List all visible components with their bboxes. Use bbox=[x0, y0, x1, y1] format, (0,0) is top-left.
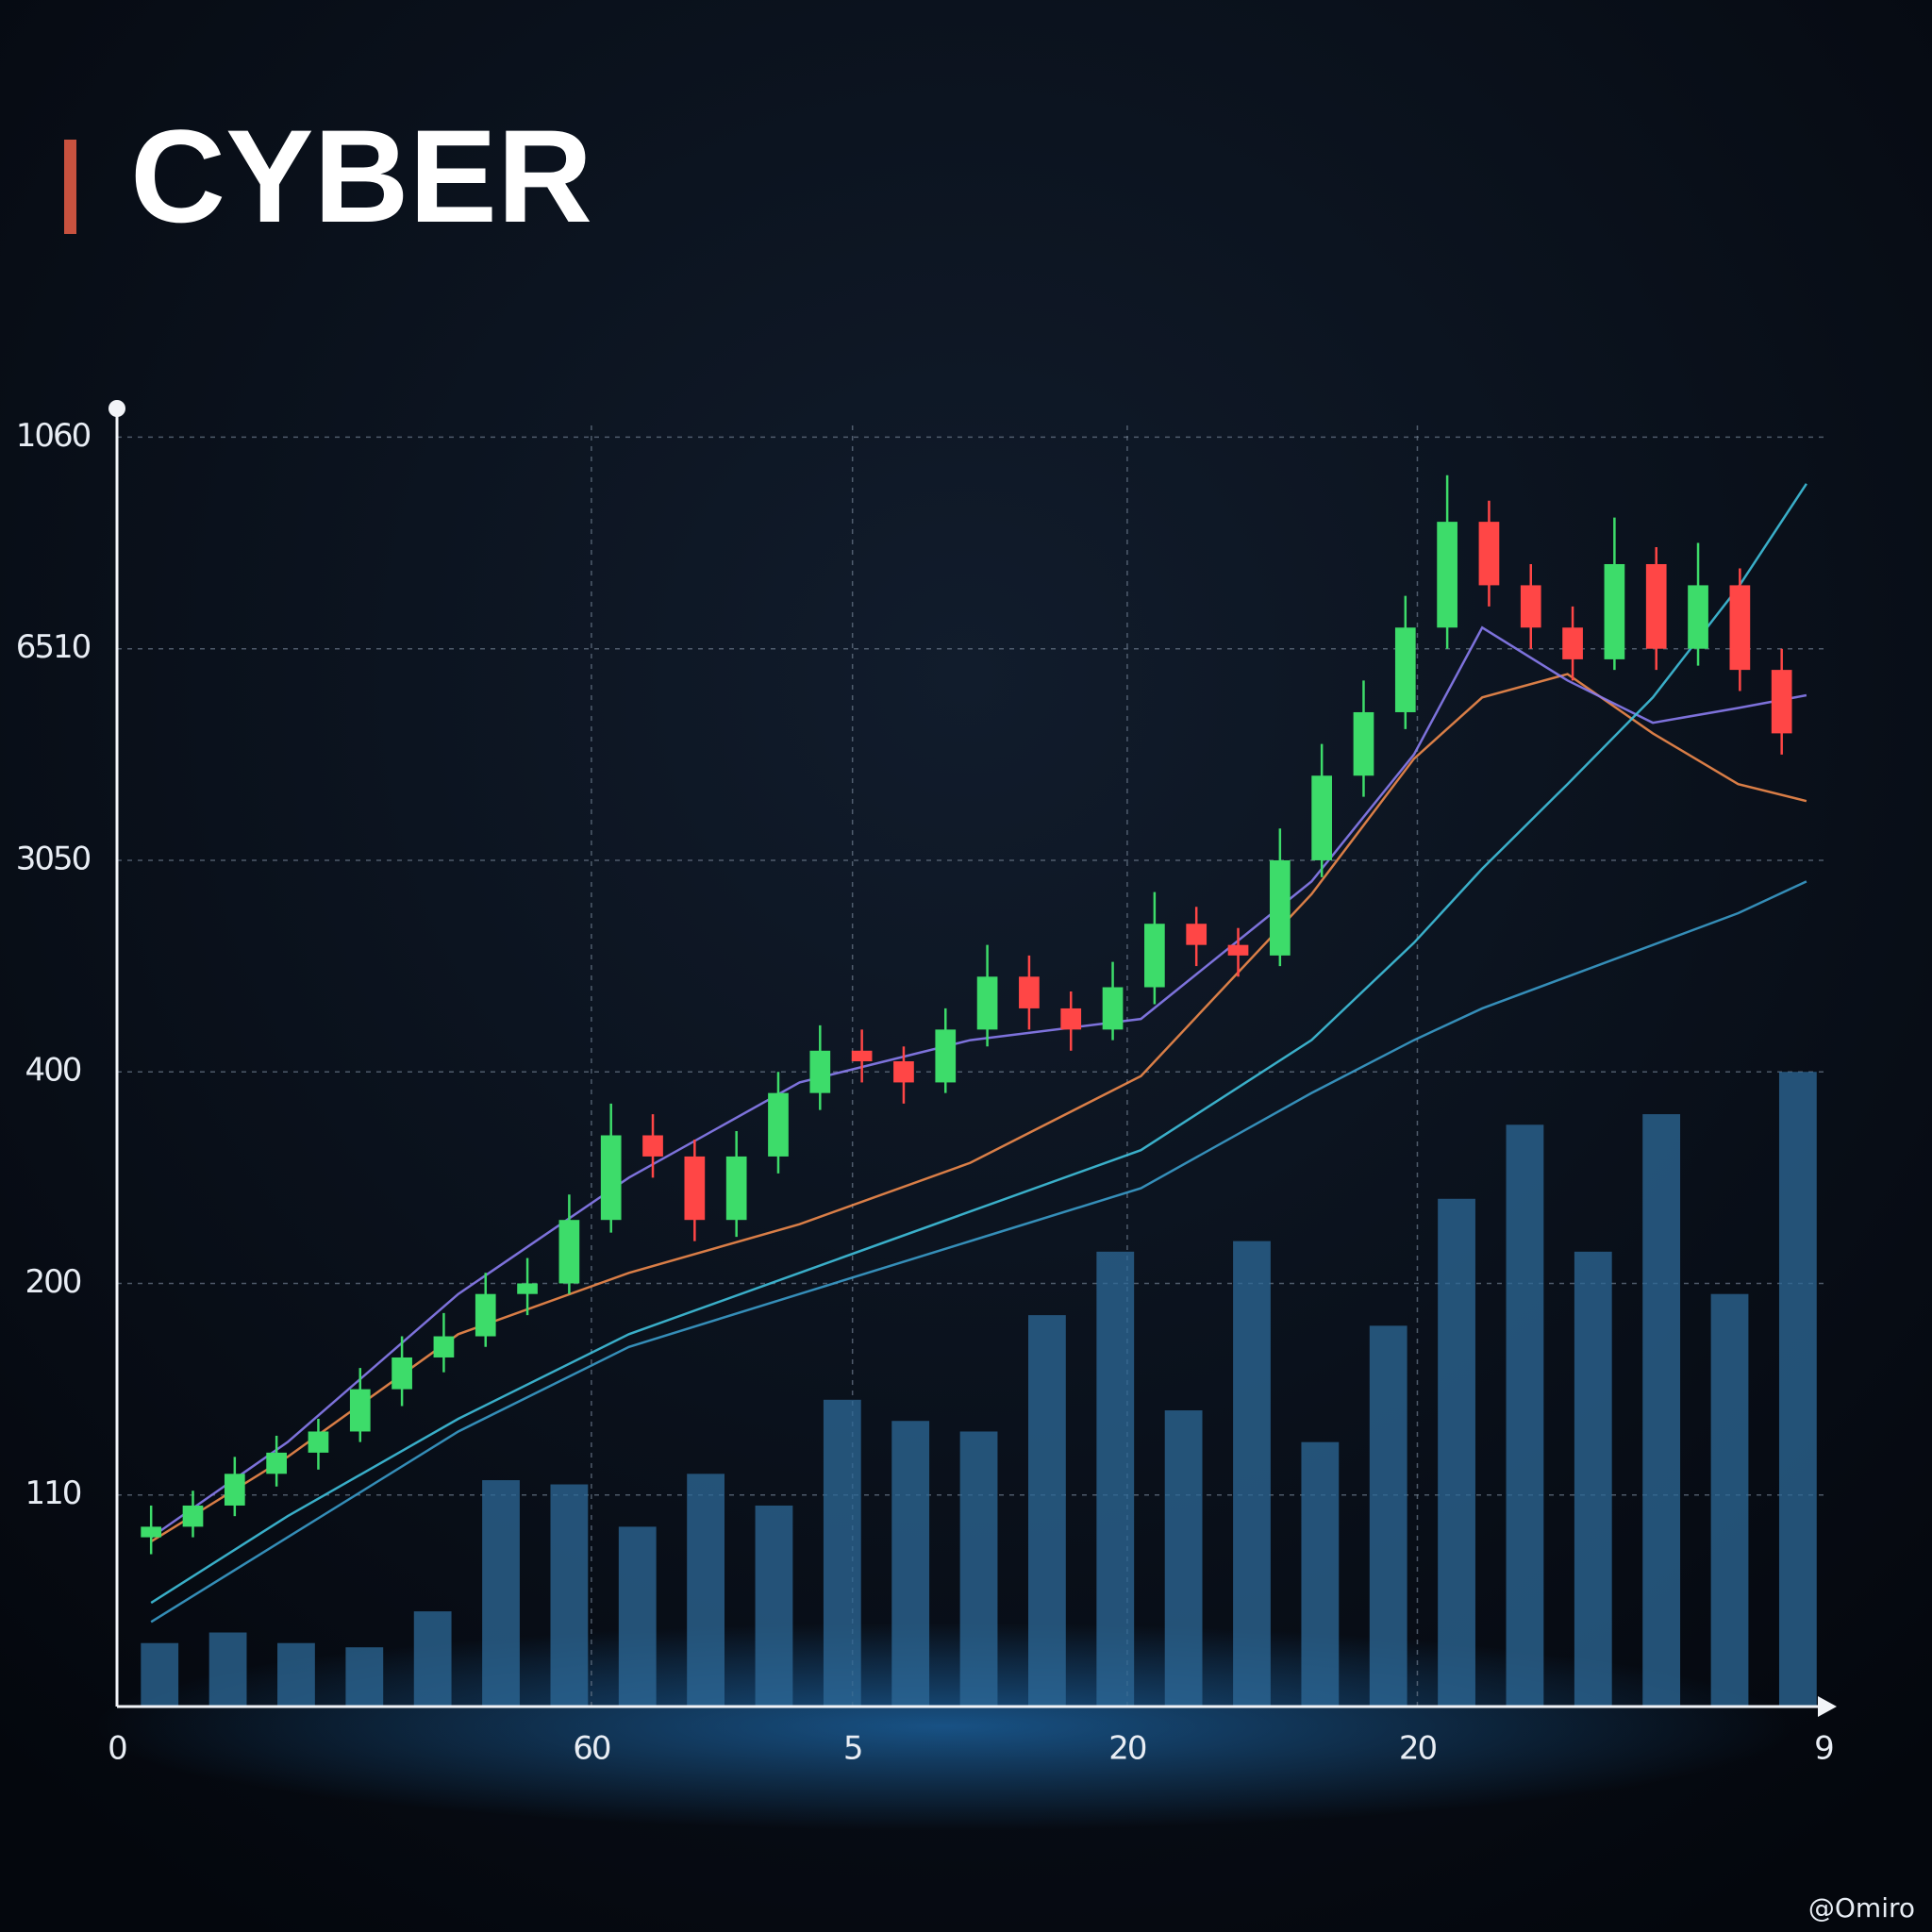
volume-bar bbox=[1301, 1441, 1340, 1707]
candle-body bbox=[1688, 585, 1708, 649]
candle-body bbox=[224, 1474, 245, 1506]
x-tick-label: 20 bbox=[1399, 1730, 1437, 1768]
plot: 110 200 400 3050 6510 1060 0 60 5 20 20 9 bbox=[16, 400, 1837, 1768]
candle-body bbox=[308, 1431, 329, 1453]
candle-body bbox=[1311, 775, 1333, 860]
candle-body bbox=[1437, 522, 1457, 628]
y-tick-label: 110 bbox=[25, 1474, 81, 1512]
candle-body bbox=[600, 1135, 622, 1221]
line bbox=[150, 880, 1807, 1624]
x-tick-label: 60 bbox=[573, 1730, 610, 1768]
volume-bar bbox=[959, 1431, 998, 1707]
volume-bar bbox=[1369, 1325, 1407, 1707]
y-axis-arrow bbox=[108, 400, 125, 417]
candle-body bbox=[1562, 627, 1583, 659]
candle-body bbox=[1060, 1008, 1082, 1030]
volume-bar bbox=[1096, 1251, 1135, 1707]
candle-body bbox=[558, 1220, 580, 1284]
volume-bar bbox=[345, 1647, 384, 1707]
volume-bar bbox=[550, 1484, 589, 1707]
x-axis-arrow bbox=[1818, 1696, 1837, 1717]
volume-bar bbox=[823, 1399, 861, 1707]
title-accent bbox=[64, 140, 76, 234]
candle-body bbox=[1771, 670, 1792, 734]
y-tick-label: 200 bbox=[25, 1263, 81, 1301]
candle-body bbox=[1645, 563, 1667, 649]
volume-bar bbox=[1164, 1410, 1203, 1707]
volume-bar bbox=[687, 1474, 725, 1707]
volume-bar bbox=[891, 1421, 930, 1707]
candle-body bbox=[1394, 627, 1416, 712]
candle-body bbox=[768, 1092, 789, 1157]
candle-body bbox=[141, 1526, 162, 1538]
candle-body bbox=[893, 1061, 914, 1083]
candle-body bbox=[266, 1452, 287, 1474]
watermark: @Omiro bbox=[1808, 1892, 1915, 1924]
y-tick-label: 3050 bbox=[16, 840, 91, 877]
candle-body bbox=[1478, 522, 1500, 586]
x-tick-label: 0 bbox=[108, 1730, 126, 1768]
candle-body bbox=[1186, 924, 1208, 945]
volume-bar bbox=[1233, 1241, 1271, 1707]
candle-body bbox=[725, 1156, 747, 1221]
volume-bar bbox=[141, 1642, 179, 1707]
volume-bar bbox=[618, 1526, 657, 1707]
y-tick-label: 400 bbox=[25, 1052, 81, 1090]
volume-bar bbox=[1028, 1315, 1066, 1707]
candle-body bbox=[391, 1357, 412, 1390]
candle-body bbox=[1269, 859, 1291, 956]
candle-body bbox=[1520, 585, 1541, 628]
candle-body bbox=[935, 1029, 957, 1083]
candle-body bbox=[433, 1336, 455, 1357]
x-tick-label: 5 bbox=[843, 1730, 862, 1768]
volume-bar bbox=[1506, 1124, 1544, 1707]
candle-body bbox=[684, 1156, 706, 1221]
volume-bar bbox=[1574, 1251, 1612, 1707]
y-tick-label: 6510 bbox=[16, 628, 91, 666]
x-tick-label: 9 bbox=[1814, 1730, 1833, 1768]
volume-bar bbox=[755, 1505, 793, 1707]
volume-bar bbox=[1778, 1072, 1817, 1707]
volume-bar bbox=[277, 1642, 315, 1707]
candle-body bbox=[1353, 711, 1374, 776]
candle-body bbox=[182, 1505, 204, 1527]
volume-bar bbox=[1642, 1114, 1681, 1707]
candle-body bbox=[809, 1050, 831, 1093]
candle-body bbox=[475, 1293, 496, 1337]
candle-body bbox=[1227, 944, 1249, 956]
candle-body bbox=[851, 1050, 873, 1061]
volume-bar bbox=[482, 1480, 520, 1707]
candle-body bbox=[517, 1283, 538, 1294]
candle-body bbox=[1019, 976, 1040, 1008]
volume-bar bbox=[1710, 1293, 1749, 1707]
y-tick-label: 1060 bbox=[16, 417, 91, 455]
candle-body bbox=[1144, 924, 1165, 988]
candle-body bbox=[976, 976, 998, 1030]
x-tick-label: 20 bbox=[1108, 1730, 1146, 1768]
candle-body bbox=[1729, 585, 1751, 671]
candle-body bbox=[642, 1135, 663, 1157]
volume-bar bbox=[208, 1632, 247, 1707]
volume-bar bbox=[413, 1611, 452, 1707]
chart-title: CYBER bbox=[130, 102, 592, 250]
volume-bar bbox=[1438, 1198, 1475, 1707]
candle-body bbox=[1102, 987, 1124, 1030]
candle-body bbox=[349, 1389, 371, 1432]
candle-body bbox=[1604, 563, 1625, 659]
line bbox=[150, 483, 1807, 1605]
